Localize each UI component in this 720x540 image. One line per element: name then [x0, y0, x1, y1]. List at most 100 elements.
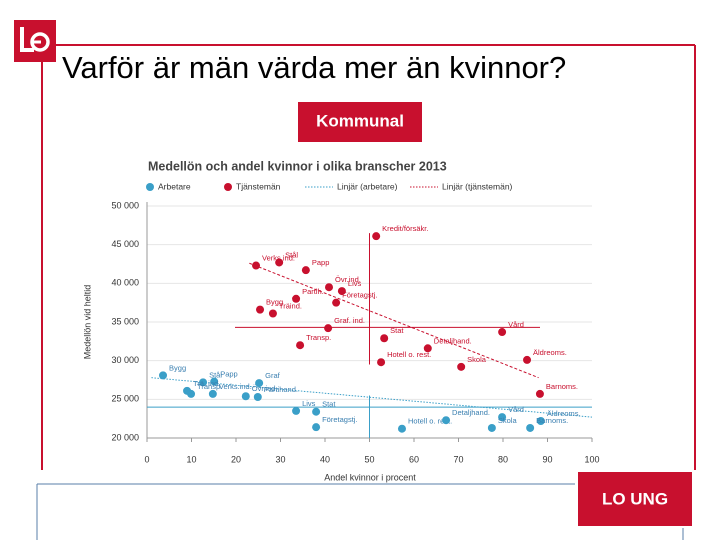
- point: [312, 407, 321, 416]
- point-label: Företagstj.: [322, 415, 357, 424]
- point-label: Vård: [508, 320, 524, 329]
- point: [241, 392, 250, 401]
- point: [380, 334, 389, 343]
- y-tick-label: 30 000: [111, 355, 139, 365]
- point: [208, 389, 217, 398]
- point-label: Partih.: [302, 287, 324, 296]
- x-tick-label: 50: [364, 454, 374, 464]
- point-label: Äldreoms.: [547, 409, 581, 418]
- y-tick-label: 25 000: [111, 394, 139, 404]
- point: [296, 341, 305, 350]
- x-tick-label: 60: [409, 454, 419, 464]
- point: [457, 362, 466, 371]
- point-label: Skola: [467, 355, 487, 364]
- point: [487, 423, 496, 432]
- point: [253, 393, 262, 402]
- point: [397, 424, 406, 433]
- point-label: Livs: [348, 279, 362, 288]
- point: [159, 371, 168, 380]
- point: [523, 355, 532, 364]
- point: [377, 358, 386, 367]
- point: [337, 287, 346, 296]
- legend-label: Tjänstemän: [236, 181, 281, 191]
- x-tick-label: 80: [498, 454, 508, 464]
- kommunal-text: Kommunal: [316, 111, 404, 130]
- point-label: Papp: [220, 370, 238, 379]
- trend-line: [249, 262, 539, 379]
- x-tick-label: 10: [186, 454, 196, 464]
- point: [312, 423, 321, 432]
- point-label: Trä. ind.: [193, 379, 220, 388]
- point-label: Hotell o. rest.: [408, 417, 452, 426]
- chart-title: Medellön och andel kvinnor i olika brans…: [148, 159, 447, 173]
- point-label: Övr.ind.: [335, 275, 361, 284]
- point: [292, 294, 301, 303]
- point-label: Detaljhand.: [434, 336, 472, 345]
- lo-logo: [14, 20, 56, 62]
- point-label: Partihand.: [264, 385, 298, 394]
- x-tick-label: 40: [320, 454, 330, 464]
- kommunal-logo: [298, 102, 422, 142]
- point-label: Skola: [498, 416, 518, 425]
- x-tick-label: 100: [584, 454, 599, 464]
- point-label: Stat: [322, 400, 336, 409]
- point-label: Barnoms.: [546, 382, 578, 391]
- slide-title: Varför är män värda mer än kvinnor?: [62, 50, 566, 85]
- y-tick-label: 40 000: [111, 278, 139, 288]
- point-label: Livs: [302, 399, 316, 408]
- lo-ung-logo: [578, 472, 692, 526]
- x-tick-label: 90: [542, 454, 552, 464]
- y-tick-label: 45 000: [111, 239, 139, 249]
- point-label: Företagstj.: [342, 291, 377, 300]
- point-label: Kredit/försäkr.: [382, 224, 428, 233]
- point-label: Hotell o. rest.: [387, 350, 431, 359]
- point-label: Graf: [265, 371, 281, 380]
- point-label: Transp.: [197, 382, 222, 391]
- point-label: Äldreoms.: [533, 348, 567, 357]
- point: [536, 416, 545, 425]
- point: [256, 305, 265, 314]
- point: [498, 328, 507, 337]
- y-tick-label: 20 000: [111, 432, 139, 442]
- point-label: Papp: [312, 258, 330, 267]
- point-label: Graf. ind.: [334, 316, 365, 325]
- point: [187, 389, 196, 398]
- point: [332, 298, 341, 307]
- point: [255, 379, 264, 388]
- point: [275, 258, 284, 267]
- x-tick-label: 30: [275, 454, 285, 464]
- point: [442, 416, 451, 425]
- point: [268, 309, 277, 318]
- point: [526, 423, 535, 432]
- point: [252, 261, 261, 270]
- y-tick-label: 50 000: [111, 200, 139, 210]
- point: [199, 378, 208, 387]
- point-label: Vård: [508, 405, 524, 414]
- x-tick-label: 70: [453, 454, 463, 464]
- point: [498, 413, 507, 422]
- point-label: Barnoms.: [536, 416, 568, 425]
- point: [423, 344, 432, 353]
- x-axis-label: Andel kvinnor i procent: [324, 472, 416, 482]
- legend-label: Arbetare: [158, 181, 191, 191]
- y-tick-label: 35 000: [111, 316, 139, 326]
- point-label: Stat: [390, 326, 404, 335]
- legend-marker: [146, 183, 154, 191]
- point-label: Stål: [209, 370, 222, 379]
- point-label: Träind.: [279, 301, 302, 310]
- point-label: Transp.: [306, 333, 331, 342]
- legend-label: Linjär (tjänstemän): [442, 181, 513, 191]
- legend-label: Linjär (arbetare): [337, 181, 398, 191]
- y-axis-label: Medellön vid heltid: [82, 285, 92, 360]
- point-label: Bygg: [266, 298, 283, 307]
- point-label: Bygg: [169, 363, 186, 372]
- point-label: Stål: [285, 250, 298, 259]
- x-tick-label: 0: [144, 454, 149, 464]
- point: [372, 232, 381, 241]
- point: [292, 406, 301, 415]
- point-label: Verks.ind.: [219, 382, 252, 391]
- lo-ung-text: LO UNG: [602, 489, 668, 508]
- point: [301, 266, 310, 275]
- legend-marker: [224, 183, 232, 191]
